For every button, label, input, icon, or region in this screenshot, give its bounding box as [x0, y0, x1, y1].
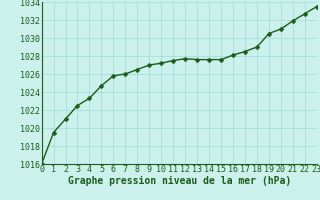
X-axis label: Graphe pression niveau de la mer (hPa): Graphe pression niveau de la mer (hPa) — [68, 176, 291, 186]
